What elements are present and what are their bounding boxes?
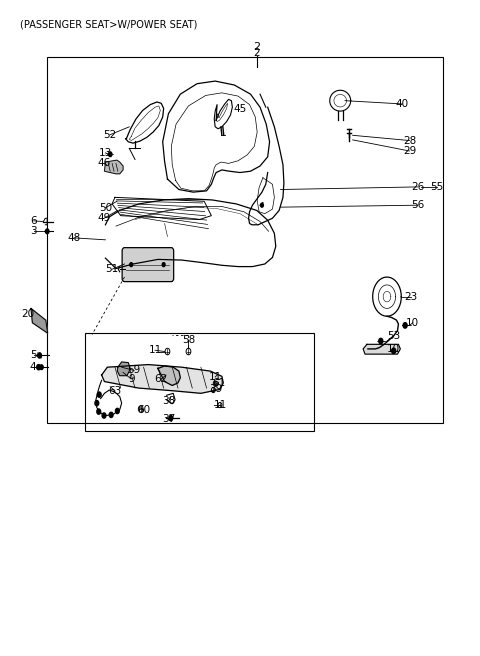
Text: 50: 50 xyxy=(99,203,112,213)
Text: 26: 26 xyxy=(411,182,424,192)
Text: 55: 55 xyxy=(430,182,443,192)
Bar xyxy=(85,333,314,431)
FancyBboxPatch shape xyxy=(122,248,174,281)
Text: (PASSENGER SEAT>W/POWER SEAT): (PASSENGER SEAT>W/POWER SEAT) xyxy=(21,20,198,30)
Text: 62: 62 xyxy=(155,374,168,384)
Text: 53: 53 xyxy=(387,331,400,341)
Text: 49: 49 xyxy=(97,213,110,223)
Text: 13: 13 xyxy=(99,148,112,158)
Text: 11: 11 xyxy=(148,345,162,355)
Text: 2: 2 xyxy=(253,48,260,58)
Polygon shape xyxy=(363,344,400,354)
Circle shape xyxy=(130,262,132,266)
Text: 28: 28 xyxy=(403,136,416,146)
Circle shape xyxy=(37,353,41,358)
Circle shape xyxy=(169,415,173,420)
Text: 45: 45 xyxy=(233,104,247,113)
Text: 10: 10 xyxy=(387,344,400,354)
Circle shape xyxy=(109,412,113,417)
Circle shape xyxy=(95,401,99,405)
Text: 51: 51 xyxy=(106,264,119,274)
Circle shape xyxy=(36,365,40,370)
Text: 11: 11 xyxy=(208,372,222,382)
Bar xyxy=(47,57,443,422)
Text: 61: 61 xyxy=(212,378,225,388)
Text: 9: 9 xyxy=(128,374,134,384)
Text: 39: 39 xyxy=(209,384,223,394)
Circle shape xyxy=(102,413,106,418)
Text: 29: 29 xyxy=(403,146,416,156)
Circle shape xyxy=(97,392,101,398)
Text: 3: 3 xyxy=(31,226,37,236)
Text: 37: 37 xyxy=(162,415,175,424)
Text: 2: 2 xyxy=(253,43,260,52)
Text: 46: 46 xyxy=(97,158,110,169)
Text: 11: 11 xyxy=(213,400,227,410)
Polygon shape xyxy=(105,160,123,174)
Circle shape xyxy=(108,152,112,157)
Text: 4: 4 xyxy=(29,362,36,372)
Polygon shape xyxy=(102,365,223,394)
Text: 52: 52 xyxy=(104,130,117,140)
Circle shape xyxy=(379,338,383,344)
Circle shape xyxy=(403,323,407,328)
Circle shape xyxy=(392,348,396,354)
Circle shape xyxy=(40,365,43,369)
Text: 58: 58 xyxy=(182,335,195,345)
Text: 6: 6 xyxy=(31,216,37,226)
Circle shape xyxy=(97,409,101,414)
Circle shape xyxy=(162,262,165,266)
Text: 20: 20 xyxy=(21,308,34,319)
Text: 40: 40 xyxy=(396,99,409,109)
Text: 48: 48 xyxy=(67,233,81,243)
Circle shape xyxy=(261,203,264,207)
Text: 60: 60 xyxy=(137,405,150,415)
Text: 59: 59 xyxy=(127,365,141,375)
Text: 23: 23 xyxy=(404,292,418,302)
Polygon shape xyxy=(31,308,48,333)
Text: 38: 38 xyxy=(162,396,175,406)
Circle shape xyxy=(46,229,49,234)
Text: 63: 63 xyxy=(108,386,121,396)
Circle shape xyxy=(116,408,119,413)
Text: 56: 56 xyxy=(411,200,424,210)
Polygon shape xyxy=(158,366,180,386)
Text: 10: 10 xyxy=(406,318,420,328)
Text: 5: 5 xyxy=(31,350,37,360)
Polygon shape xyxy=(117,362,130,376)
